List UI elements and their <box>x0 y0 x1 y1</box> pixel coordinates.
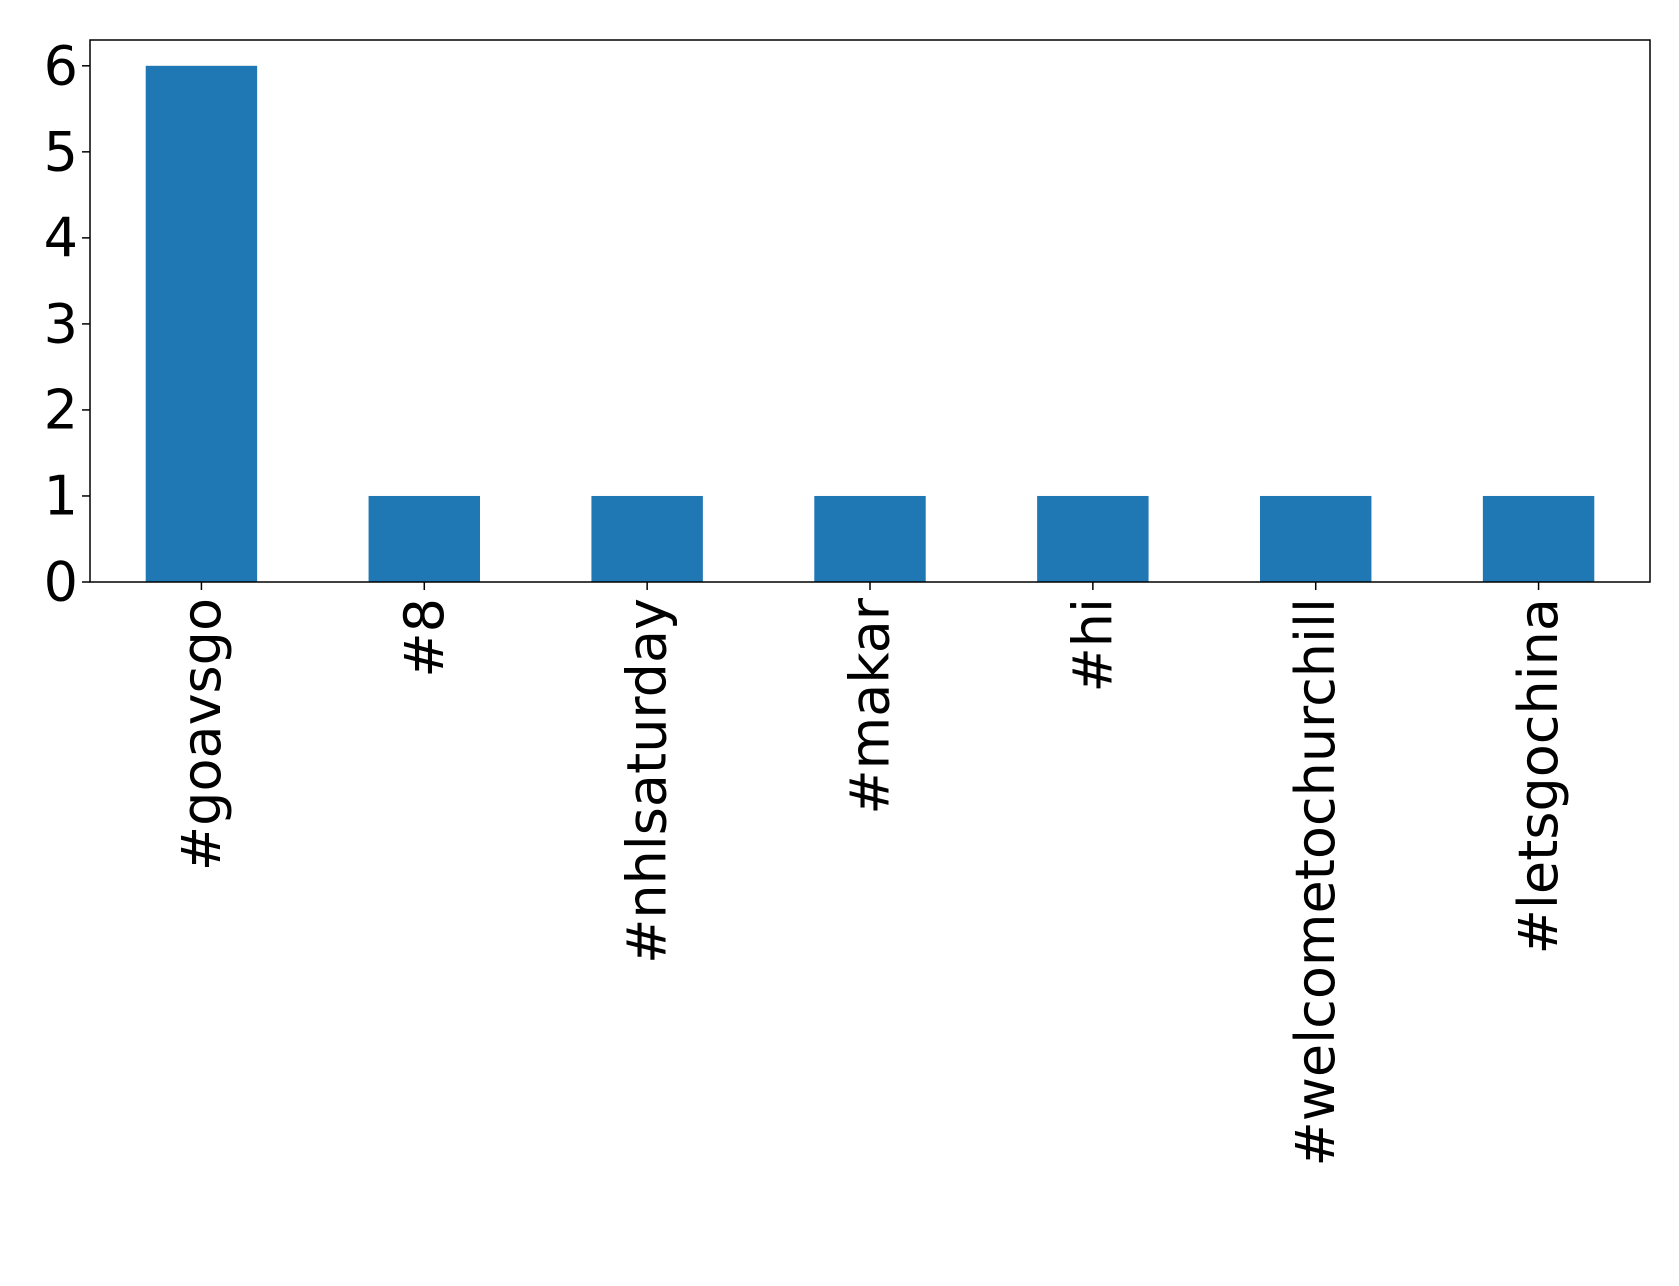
bar <box>1482 495 1595 582</box>
x-tick-label: #8 <box>393 598 456 678</box>
bar <box>368 495 480 582</box>
bars-group <box>145 65 1595 583</box>
y-tick-label: 5 <box>44 120 78 183</box>
y-axis: 0 1 2 3 4 5 6 <box>44 34 90 614</box>
y-tick-label: 2 <box>44 378 78 441</box>
bar <box>814 495 926 582</box>
y-tick-label: 3 <box>44 292 78 355</box>
bar <box>145 65 258 583</box>
bar <box>591 495 703 582</box>
bar <box>1037 495 1149 582</box>
x-tick-label: #nhlsaturday <box>616 598 679 964</box>
y-tick-label: 6 <box>44 34 78 97</box>
bar <box>1260 495 1372 582</box>
x-tick-label: #welcometochurchill <box>1284 598 1347 1166</box>
x-axis: #goavsgo #8 #nhlsaturday #makar #hi #welcomet… <box>170 582 1570 1166</box>
y-tick-label: 0 <box>44 551 78 614</box>
x-tick-label: #makar <box>839 597 902 814</box>
x-tick-label: #letsgochina <box>1507 598 1570 954</box>
plot-frame <box>89 39 1651 583</box>
x-tick-label: #goavsgo <box>170 598 233 871</box>
y-tick-label: 4 <box>44 206 78 269</box>
y-tick-label: 1 <box>44 464 78 527</box>
x-tick-label: #hi <box>1061 598 1124 692</box>
